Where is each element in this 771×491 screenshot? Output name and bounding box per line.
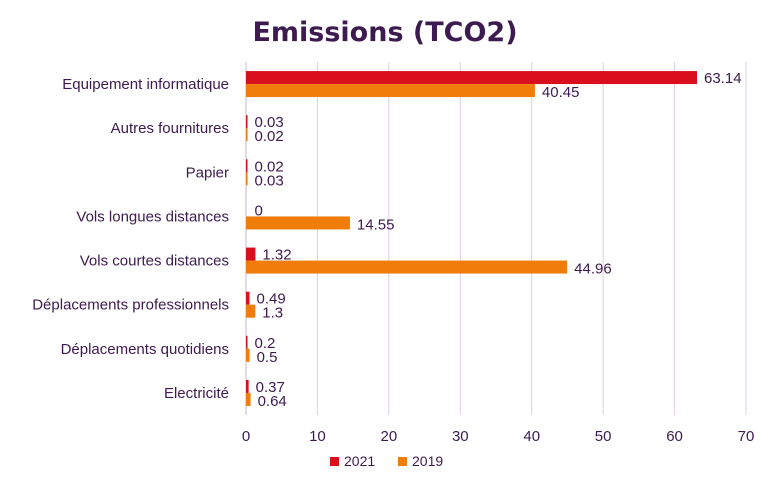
- bar-2019: [246, 216, 350, 230]
- bar-2021: [246, 159, 248, 173]
- x-tick-label: 70: [738, 428, 755, 445]
- x-tick-label: 40: [523, 428, 540, 445]
- gridlines: [245, 62, 747, 415]
- data-label: 0.02: [255, 128, 284, 145]
- data-label: 1.32: [262, 247, 291, 264]
- legend-swatch: [398, 457, 407, 466]
- data-label: 0.03: [255, 114, 284, 131]
- data-label: 0.2: [255, 335, 276, 352]
- data-labels: 63.1440.450.030.020.020.03014.551.3244.9…: [255, 70, 742, 410]
- bar-2019: [246, 348, 250, 362]
- x-tick-label: 60: [666, 428, 683, 445]
- x-tick-label: 50: [595, 428, 612, 445]
- bar-2021: [246, 71, 697, 85]
- bars: [246, 71, 697, 406]
- data-label: 0: [255, 202, 263, 219]
- bar-2021: [246, 291, 250, 305]
- bar-2019: [246, 392, 251, 406]
- x-tick-label: 10: [309, 428, 326, 445]
- category-label: Déplacements quotidiens: [61, 341, 229, 358]
- data-label: 1.3: [262, 305, 283, 322]
- chart-title: Emissions (TCO2): [252, 17, 517, 48]
- x-tick-label: 30: [452, 428, 469, 445]
- category-label: Papier: [186, 164, 229, 181]
- legend-label: 2019: [412, 453, 443, 469]
- x-tick-label: 20: [381, 428, 398, 445]
- category-label: Vols longues distances: [76, 208, 229, 225]
- x-tick-labels: 0 10 20 30 40 50 60 70: [242, 428, 755, 445]
- category-label: Autres fournitures: [111, 120, 229, 137]
- data-label: 0.5: [257, 349, 278, 366]
- bar-2019: [246, 84, 535, 98]
- bar-2019: [246, 304, 256, 318]
- bar-2019: [246, 128, 248, 142]
- data-label: 40.45: [542, 84, 580, 101]
- legend-swatch: [330, 457, 339, 466]
- category-label: Electricité: [164, 385, 229, 402]
- data-label: 0.37: [256, 379, 285, 396]
- data-label: 0.03: [255, 172, 284, 189]
- data-label: 0.02: [255, 158, 284, 175]
- bar-2021: [246, 115, 248, 129]
- bar-2021: [246, 247, 256, 261]
- category-label: Vols courtes distances: [80, 253, 229, 270]
- data-label: 44.96: [574, 261, 612, 278]
- data-label: 0.64: [258, 393, 287, 410]
- bar-2019: [246, 172, 248, 186]
- category-labels: Equipement informatique Autres fourniture…: [32, 76, 229, 402]
- bar-2021: [246, 335, 248, 349]
- bar-2019: [246, 260, 568, 274]
- legend: 2021 2019: [330, 453, 443, 469]
- category-label: Déplacements professionnels: [32, 297, 229, 314]
- x-tick-label: 0: [242, 428, 250, 445]
- data-label: 0.49: [257, 291, 286, 308]
- bar-2021: [246, 379, 249, 393]
- data-label: 63.14: [704, 70, 742, 87]
- data-label: 14.55: [357, 216, 395, 233]
- legend-label: 2021: [344, 453, 375, 469]
- category-label: Equipement informatique: [62, 76, 229, 93]
